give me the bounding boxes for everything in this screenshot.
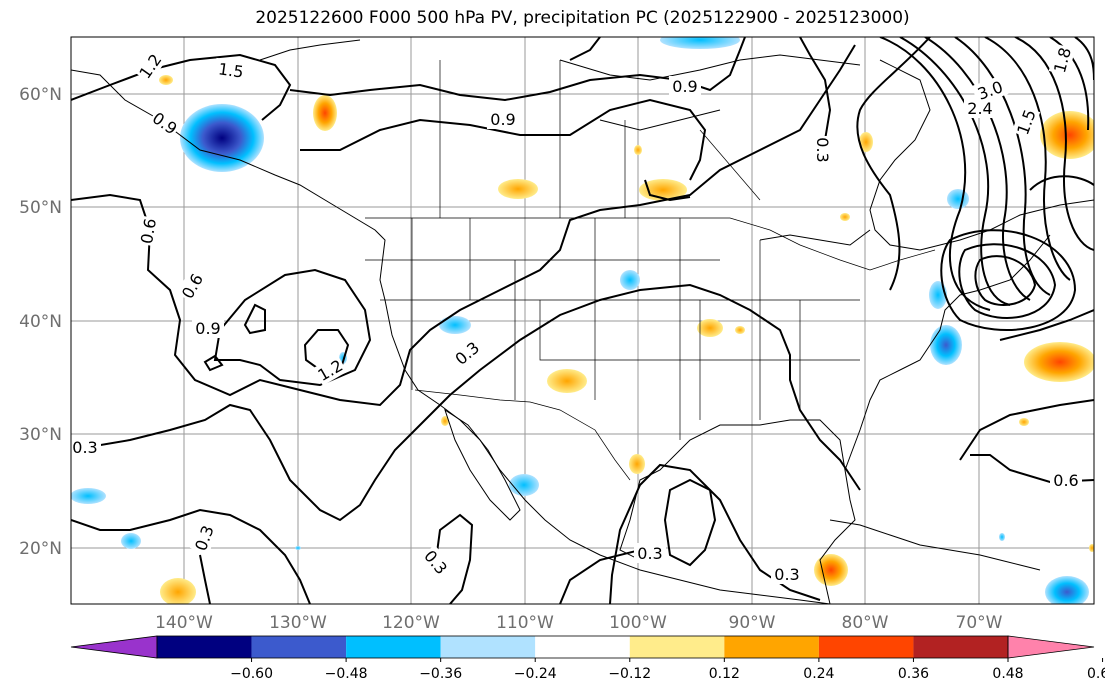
contour-label: 0.3 xyxy=(771,564,803,584)
contour-label: 0.9 xyxy=(669,76,701,96)
svg-text:0.6: 0.6 xyxy=(137,217,160,245)
political-borders xyxy=(365,60,936,481)
lon-label-80: 80°W xyxy=(842,613,889,633)
contour-label: 2.4 xyxy=(964,98,996,118)
colorbar-tick-label: 0.12 xyxy=(709,666,740,682)
negative-precip-gulf-of-alaska xyxy=(180,104,264,172)
lat-label-30: 30°N xyxy=(19,425,62,445)
colorbar-segment xyxy=(535,636,630,658)
colorbar-segment xyxy=(818,636,914,658)
negative-precip-hudson xyxy=(660,37,740,49)
colorbar-border xyxy=(156,635,1009,659)
lon-label-110: 110°W xyxy=(496,613,554,633)
colorbar-tick-label: 0.48 xyxy=(992,666,1023,682)
svg-text:0.3: 0.3 xyxy=(72,438,97,457)
colorbar-tick-label: 0.60 xyxy=(1087,666,1105,682)
colorbar-segment xyxy=(157,636,252,658)
colorbar-segment xyxy=(913,636,1008,658)
colorbar-extension-low xyxy=(70,635,158,659)
svg-text:0.9: 0.9 xyxy=(490,110,515,129)
svg-text:2.4: 2.4 xyxy=(967,99,992,118)
colorbar-tick-label: −0.36 xyxy=(419,666,462,682)
colorbar-tick-label: −0.60 xyxy=(230,666,273,682)
lon-label-120: 120°W xyxy=(382,613,440,633)
lon-label-140: 140°W xyxy=(155,613,213,633)
contour-label: 0.3 xyxy=(813,136,833,164)
colorbar-tick-label: −0.12 xyxy=(608,666,651,682)
latitude-labels: 60°N 50°N 40°N 30°N 20°N xyxy=(19,85,62,559)
longitude-labels: 140°W 130°W 120°W 110°W 100°W 90°W 80°W … xyxy=(155,613,1003,633)
colorbar: −0.60 −0.48 −0.36 −0.24 −0.12 0.12 0.24 0.36 0.4… xyxy=(70,635,1105,682)
contour-label: 0.9 xyxy=(192,318,224,338)
colorbar-tick-label: −0.24 xyxy=(514,666,557,682)
precipitation-shading xyxy=(71,37,1094,604)
svg-text:0.9: 0.9 xyxy=(672,77,697,96)
map-title: 2025122600 F000 500 hPa PV, precipitatio… xyxy=(255,8,910,28)
contour-label: 0.9 xyxy=(487,109,519,129)
svg-text:0.9: 0.9 xyxy=(195,319,220,338)
colorbar-tick-label: 0.24 xyxy=(803,666,834,682)
graticule xyxy=(71,37,1094,604)
positive-precip-bc xyxy=(313,95,337,131)
contour-label: 0.3 xyxy=(634,543,666,563)
lat-label-40: 40°N xyxy=(19,312,62,332)
contour-label: 1.5 xyxy=(213,57,249,83)
svg-text:0.3: 0.3 xyxy=(813,137,832,162)
contour-label: 0.6 xyxy=(1050,470,1082,490)
lon-label-100: 100°W xyxy=(609,613,667,633)
lat-label-60: 60°N xyxy=(19,85,62,105)
map-frame xyxy=(70,36,1095,605)
svg-text:1.5: 1.5 xyxy=(217,59,245,81)
lon-label-90: 90°W xyxy=(729,613,776,633)
contour-label: 0.6 xyxy=(135,215,161,247)
svg-text:0.6: 0.6 xyxy=(1053,471,1078,490)
lat-label-20: 20°N xyxy=(19,539,62,559)
svg-text:0.3: 0.3 xyxy=(774,565,799,584)
colorbar-tick-label: 0.36 xyxy=(898,666,929,682)
contour-label: 0.3 xyxy=(71,437,101,457)
lon-label-70: 70°W xyxy=(956,613,1003,633)
positive-precip-western-atlantic xyxy=(1024,342,1094,382)
colorbar-segment xyxy=(629,636,725,658)
colorbar-segment xyxy=(251,636,347,658)
colorbar-extension-high xyxy=(1007,635,1095,659)
colorbar-segment xyxy=(346,636,441,658)
colorbar-tick-label: −0.48 xyxy=(325,666,368,682)
lon-label-130: 130°W xyxy=(269,613,327,633)
colorbar-segment xyxy=(440,636,536,658)
contour-label: 1.5 xyxy=(1011,105,1041,139)
svg-text:0.3: 0.3 xyxy=(637,544,662,563)
pv-contours xyxy=(71,37,1094,604)
colorbar-segment xyxy=(724,636,819,658)
positive-precip-atlantic-canada xyxy=(1040,111,1094,159)
lat-label-50: 50°N xyxy=(19,198,62,218)
